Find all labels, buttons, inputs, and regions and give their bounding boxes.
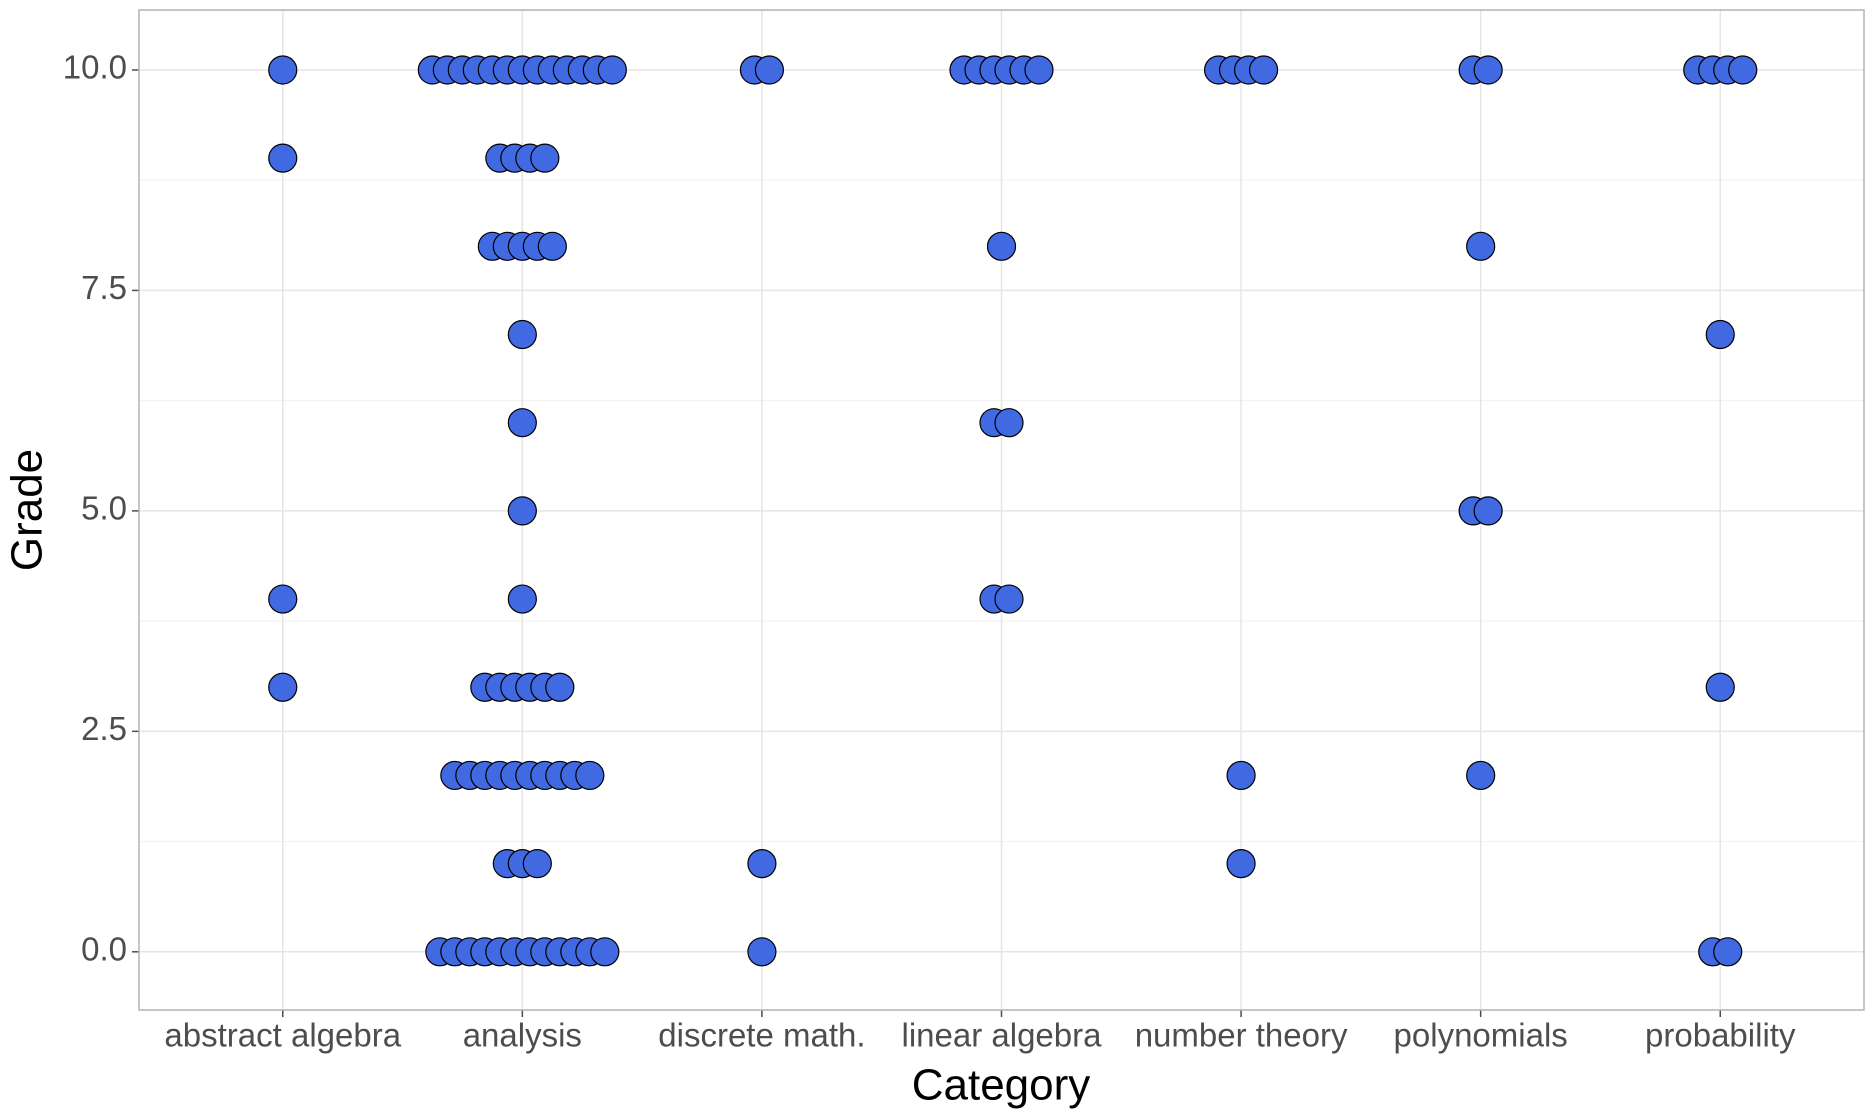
y-tick-label: 7.5 — [81, 269, 127, 306]
dot — [507, 319, 537, 350]
dot — [1466, 760, 1496, 791]
x-axis-title: Category — [912, 1061, 1091, 1110]
x-tick-label: abstract algebra — [164, 1017, 401, 1054]
dot — [1226, 760, 1256, 791]
dot — [1728, 55, 1758, 85]
dot — [994, 408, 1024, 438]
dot — [268, 672, 298, 702]
dots — [268, 55, 1758, 967]
grid — [132, 10, 1864, 1017]
y-tick-label: 5.0 — [81, 490, 127, 527]
dot — [1466, 231, 1496, 261]
dot — [507, 408, 537, 438]
dot — [1248, 55, 1279, 85]
x-tick-label: discrete math. — [658, 1017, 865, 1054]
dot — [268, 143, 298, 173]
x-tick-label: linear algebra — [902, 1017, 1103, 1054]
dot — [986, 231, 1017, 261]
dot — [1713, 937, 1743, 967]
x-tick-label: polynomials — [1394, 1017, 1568, 1054]
dot — [537, 231, 567, 261]
x-tick-label: number theory — [1135, 1017, 1348, 1054]
panel-border — [138, 9, 1865, 1011]
dot — [545, 672, 575, 702]
dot — [507, 496, 537, 526]
y-tick-label: 10.0 — [63, 49, 127, 86]
dot — [1226, 849, 1256, 879]
x-tick-label: probability — [1645, 1017, 1796, 1054]
dot — [1473, 496, 1503, 526]
y-tick-label: 2.5 — [81, 710, 127, 747]
y-axis-title: Grade — [3, 449, 52, 571]
dot — [268, 584, 298, 614]
dot — [522, 849, 552, 879]
dot — [747, 937, 777, 967]
dot — [754, 55, 785, 85]
y-tick-label: 0.0 — [81, 931, 127, 968]
dot — [590, 937, 620, 967]
dot — [575, 760, 605, 791]
dot — [1705, 672, 1735, 702]
dot — [994, 584, 1024, 614]
dot — [747, 849, 777, 879]
dot — [268, 55, 298, 85]
dot — [1024, 55, 1054, 85]
dot — [597, 55, 627, 85]
x-tick-label: analysis — [463, 1017, 582, 1054]
dot — [1705, 319, 1735, 350]
dot — [1473, 55, 1503, 85]
dot — [530, 143, 560, 173]
dot — [507, 584, 537, 614]
